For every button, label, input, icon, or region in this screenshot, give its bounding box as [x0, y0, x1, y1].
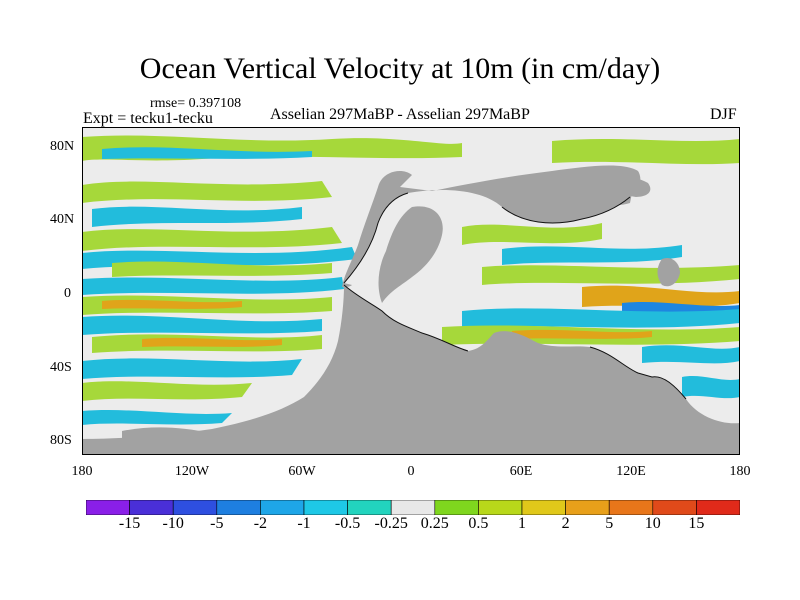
experiment-label: Expt = tecku1-tecku [83, 110, 213, 127]
field-band-arctic-east [552, 139, 740, 165]
field-band-tethys-down [502, 245, 682, 265]
field-band-eastern-strong [512, 329, 652, 339]
coastline [343, 192, 687, 400]
colorbar-label: 0.25 [420, 515, 449, 532]
coastline-south-west [343, 284, 469, 352]
colorbar-swatch-10 [521, 500, 566, 515]
field-band-equator-down [82, 277, 344, 295]
field-band-arctic-west-down [102, 147, 312, 159]
map-title: Ocean Vertical Velocity at 10m (in cm/da… [139, 52, 661, 85]
lat-tick-0: 0 [64, 286, 71, 301]
colorbar-label: -10 [162, 515, 184, 532]
colorbar-swatch-4 [260, 500, 305, 515]
colorbar-swatch-13 [652, 500, 697, 515]
lat-tick-40s: 40S [50, 360, 72, 375]
lon-tick-0: 0 [407, 464, 415, 479]
colorbar-swatch-5 [303, 500, 348, 515]
colorbar-label: 0.5 [468, 515, 489, 532]
colorbar-label: -15 [118, 515, 141, 532]
field-band-equator-strong [102, 299, 242, 309]
colorbar-swatch-9 [478, 500, 523, 515]
season-label: DJF [710, 106, 737, 123]
field-band-tethys-up [462, 223, 602, 245]
landmass-polar-strip [122, 427, 210, 446]
field-band-far-east-down [642, 345, 740, 364]
landmass-north-pangea [342, 165, 641, 287]
colorbar-label: -1 [297, 515, 311, 532]
velocity-field [82, 135, 740, 425]
map-panel [82, 127, 740, 455]
colorbar-swatch-7 [390, 500, 436, 515]
rmse-label: rmse= 0.397108 [150, 96, 242, 111]
colorbar-label: 10 [644, 515, 661, 532]
field-band-tropics-north [112, 261, 332, 277]
field-band-south-strong [142, 337, 282, 347]
colorbar-swatch-3 [216, 500, 261, 515]
lat-tick-80s: 80S [50, 433, 72, 448]
colorbar-label: 2 [561, 515, 570, 532]
continents [82, 165, 740, 455]
field-band-tethys-equator [482, 265, 740, 285]
colorbar-swatch-8 [434, 500, 479, 515]
field-band-southern-down [82, 358, 302, 379]
colorbar-swatch-14 [696, 500, 740, 515]
colorbar-swatch-1 [129, 500, 174, 515]
lon-tick-120w: 120W [174, 464, 210, 479]
colorbar [86, 500, 740, 515]
lon-tick-60e: 60E [509, 464, 533, 479]
coastline-west [343, 192, 409, 284]
colorbar-label: -2 [253, 515, 268, 532]
field-band-north-subtropics [82, 227, 342, 251]
lon-tick-120e: 120E [616, 464, 646, 479]
landmass-central-pangea [378, 206, 443, 303]
colorbar-label: -5 [210, 515, 224, 532]
lon-tick-60w: 60W [288, 464, 316, 479]
field-band-tethys-strong [582, 285, 740, 307]
field-band-south-tropics-down [82, 315, 322, 335]
lat-tick-80n: 80N [50, 139, 75, 154]
colorbar-swatch-2 [172, 500, 218, 515]
landmass-cimmeria [657, 257, 680, 287]
field-band-south-east-down [682, 376, 740, 399]
field-band-north-pacific-down [92, 206, 302, 227]
colorbar-label: -0.5 [334, 515, 361, 532]
field-band-north-pacific [82, 181, 332, 203]
map-border [82, 127, 740, 455]
colorbar-swatch-6 [347, 500, 392, 515]
field-band-eastern-down [462, 308, 740, 328]
landmass-siberia [592, 175, 651, 197]
lon-tick-180e: 180 [729, 464, 751, 479]
lon-tick-180w: 180 [71, 464, 93, 479]
colorbar-label: 15 [688, 515, 705, 532]
colorbar-label: 1 [518, 515, 526, 532]
colorbar-swatch-0 [86, 500, 130, 515]
colorbar-label: -0.25 [374, 515, 408, 532]
comparison-label: Asselian 297MaBP - Asselian 297MaBP [270, 106, 530, 123]
colorbar-swatch-12 [608, 500, 654, 515]
landmass-antarctic-fragment [308, 402, 378, 429]
lat-tick-40n: 40N [50, 212, 75, 227]
landmass-south-island [404, 358, 452, 390]
field-band-circumpolar-down [82, 410, 232, 425]
coastline-tethys [501, 196, 631, 224]
colorbar-swatch-11 [565, 500, 610, 515]
colorbar-label: 5 [605, 515, 614, 532]
field-band-southern-up [82, 381, 252, 401]
coastline-south-east [589, 346, 687, 400]
